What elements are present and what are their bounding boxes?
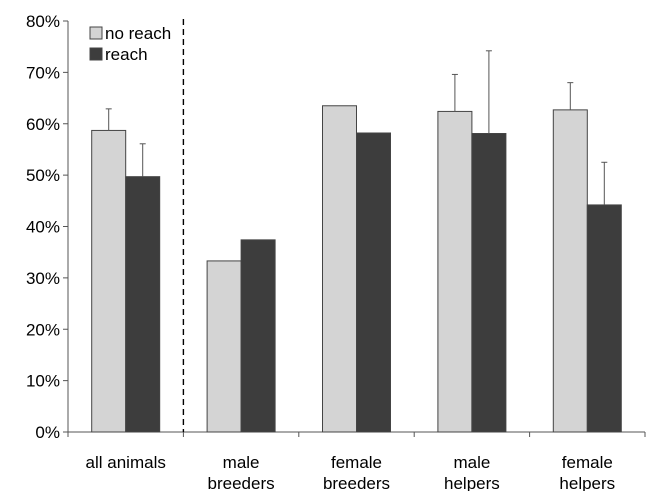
category-label: male helpers: [444, 453, 500, 491]
bar-no-reach: [437, 110, 473, 433]
legend-label: no reach: [105, 24, 171, 43]
bar-reach: [240, 239, 276, 433]
legend-swatch: [89, 47, 103, 61]
bar-no-reach: [322, 105, 357, 433]
category-label-line: female: [331, 453, 382, 472]
bar-reach: [356, 132, 391, 433]
category-label-line: male: [453, 453, 490, 472]
y-tick-label: 50%: [26, 166, 60, 185]
category-label-line: helpers: [444, 474, 500, 491]
category-label-line: male: [223, 453, 260, 472]
y-tick-label: 80%: [26, 12, 60, 31]
bar-no-reach: [552, 109, 588, 433]
bar-no-reach: [91, 129, 127, 433]
category-label-line: all animals: [86, 453, 166, 472]
bar-reach: [586, 204, 622, 433]
y-tick-label: 10%: [26, 372, 60, 391]
y-tick-label: 0%: [35, 423, 60, 442]
category-label-line: breeders: [323, 474, 390, 491]
bars: [91, 105, 622, 433]
y-tick-label: 30%: [26, 269, 60, 288]
category-label-line: helpers: [559, 474, 615, 491]
bar-no-reach: [206, 260, 242, 433]
category-label-line: female: [562, 453, 613, 472]
y-tick-label: 40%: [26, 218, 60, 237]
category-label: male breeders: [208, 453, 275, 491]
legend-label: reach: [105, 45, 148, 64]
bar-reach: [471, 133, 507, 433]
category-label-line: breeders: [208, 474, 275, 491]
axes: 0% 10% 20% 30% 40% 50% 60% 70% 80%: [26, 12, 646, 442]
y-tick-label: 70%: [26, 63, 60, 82]
y-tick-label: 20%: [26, 320, 60, 339]
legend-swatch: [89, 26, 103, 40]
legend: no reach reach: [89, 24, 171, 64]
error-bars: [105, 50, 608, 205]
category-label: all animals: [86, 453, 166, 472]
category-label: female breeders: [323, 453, 390, 491]
y-tick-label: 60%: [26, 115, 60, 134]
bar-reach: [125, 176, 161, 433]
category-label: female helpers: [559, 453, 615, 491]
